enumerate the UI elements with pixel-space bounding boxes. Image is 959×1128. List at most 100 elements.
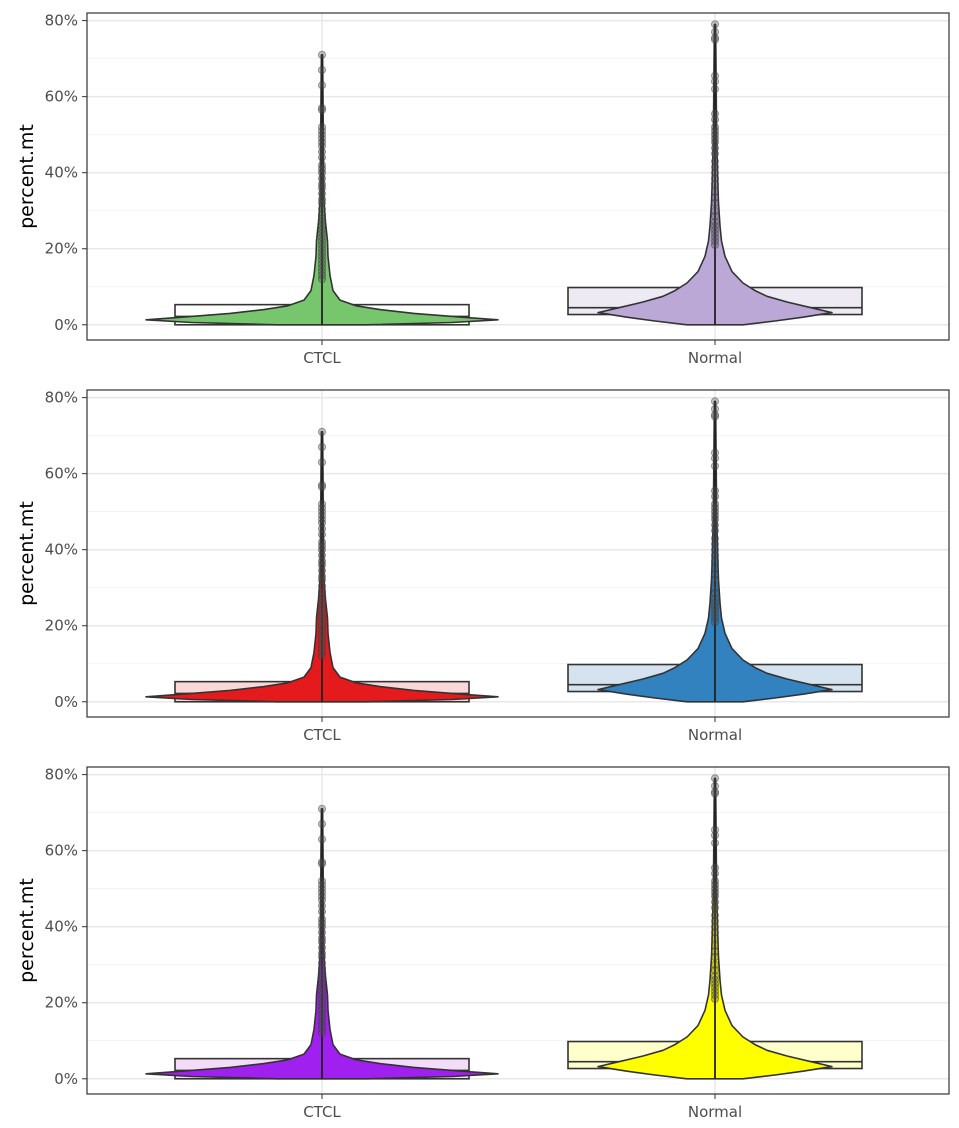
y-tick-label: 40% — [45, 918, 78, 936]
outlier-point — [317, 953, 327, 962]
outlier-point — [710, 922, 720, 931]
outlier-point — [710, 614, 720, 623]
outlier-point — [710, 884, 720, 893]
outlier-point — [317, 218, 327, 227]
outlier-point — [710, 576, 720, 585]
outlier-point — [710, 218, 720, 227]
outlier-point — [710, 617, 720, 627]
outlier-point — [710, 557, 720, 566]
group-ctcl — [145, 427, 499, 703]
outlier-point — [317, 617, 327, 627]
y-tick-label: 60% — [45, 465, 78, 483]
outlier-point — [317, 892, 327, 901]
outlier-point — [710, 545, 720, 554]
outlier-point — [710, 174, 720, 183]
outlier-point — [317, 524, 327, 533]
outlier-point — [317, 572, 327, 581]
outlier-point — [317, 859, 327, 869]
outlier-point — [710, 193, 720, 202]
y-tick-label: 60% — [45, 842, 78, 860]
outlier-point — [317, 105, 327, 115]
outlier-point — [710, 539, 720, 549]
outlier-point — [710, 787, 720, 796]
outlier-point — [317, 1025, 327, 1034]
outlier-point — [710, 109, 720, 118]
outlier-point — [710, 162, 720, 172]
outlier-point — [317, 237, 327, 246]
outlier-point — [317, 804, 327, 813]
outlier-point — [317, 958, 327, 967]
panel-border — [86, 389, 950, 718]
outlier-point — [317, 103, 327, 113]
outlier-point — [317, 214, 327, 223]
outlier-point — [317, 442, 327, 452]
outlier-point — [710, 229, 720, 238]
outlier-point — [317, 50, 327, 59]
y-tick-label: 40% — [45, 541, 78, 559]
outlier-point — [710, 404, 720, 414]
outlier-point — [317, 581, 327, 590]
outlier-point — [317, 595, 327, 604]
outlier-point — [317, 1002, 327, 1011]
outlier-point — [710, 180, 720, 189]
outlier-point — [317, 530, 327, 539]
outlier-point — [710, 499, 720, 509]
outlier-point — [317, 998, 327, 1007]
outlier-point — [317, 972, 327, 981]
outlier-point — [317, 229, 327, 238]
outlier-point — [710, 869, 720, 878]
outlier-point — [317, 1006, 327, 1015]
x-tick-label: CTCL — [303, 349, 341, 367]
outlier-point — [317, 640, 327, 649]
outlier-point — [317, 244, 327, 253]
outlier-point — [317, 259, 327, 269]
outlier-point — [710, 221, 720, 231]
outlier-point — [317, 888, 327, 897]
outlier-point — [710, 187, 720, 196]
outlier-point — [317, 168, 327, 177]
group-normal — [567, 774, 863, 1080]
outlier-point — [317, 122, 327, 132]
outlier-point — [710, 507, 720, 516]
y-axis-title: percent.mt — [16, 878, 38, 983]
outlier-point — [317, 644, 327, 653]
outlier-point — [317, 541, 327, 550]
chart-panel-2: CTCL Normal 0% 20% 40% 60% 80% percent.mt — [16, 389, 950, 744]
outlier-point — [317, 876, 327, 886]
group-normal — [567, 20, 863, 326]
outlier-point — [710, 454, 720, 463]
outlier-point — [710, 225, 720, 234]
outlier-point — [317, 914, 327, 924]
outlier-point — [317, 147, 327, 156]
outlier-point — [710, 77, 720, 86]
outlier-point — [317, 928, 327, 937]
panel-border — [86, 12, 950, 341]
outlier-point — [317, 518, 327, 528]
outlier-point — [710, 492, 720, 501]
outlier-point — [317, 195, 327, 204]
outlier-point — [710, 486, 720, 495]
outlier-point — [317, 994, 327, 1004]
outlier-point — [710, 928, 720, 937]
outlier-point — [317, 591, 327, 600]
y-tick-label: 0% — [54, 693, 78, 711]
outlier-point — [710, 876, 720, 886]
outlier-point — [710, 975, 720, 985]
outlier-point — [317, 918, 327, 927]
outlier-point — [710, 888, 720, 897]
outlier-point — [710, 610, 720, 619]
outlier-point — [710, 911, 720, 920]
outlier-point — [710, 126, 720, 135]
outlier-point — [710, 892, 720, 901]
x-tick-label: CTCL — [303, 726, 341, 744]
outlier-point — [317, 221, 327, 231]
outlier-point — [317, 652, 327, 661]
y-tick-label: 80% — [45, 389, 78, 407]
y-axis-title: percent.mt — [16, 124, 38, 229]
outlier-point — [317, 134, 327, 143]
plot-background — [87, 767, 949, 1094]
outlier-point — [317, 1029, 327, 1038]
outlier-point — [317, 835, 327, 844]
x-tick-label: Normal — [688, 726, 742, 744]
